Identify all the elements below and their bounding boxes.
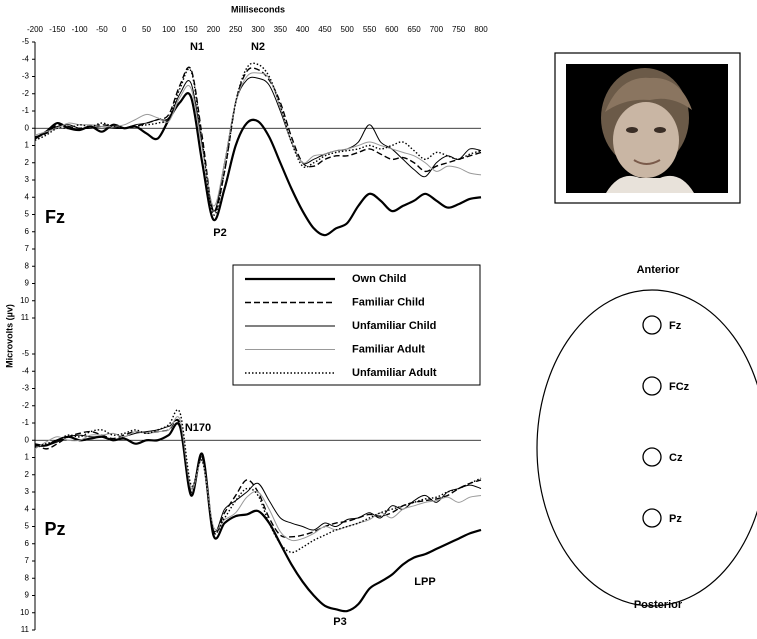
y-tick-label: -5 <box>22 349 30 358</box>
y-tick-label: 1 <box>25 453 30 462</box>
x-tick-label: 0 <box>122 25 127 34</box>
y-tick-label: -5 <box>22 37 30 46</box>
electrode-label: Fz <box>669 320 682 332</box>
series-line <box>35 417 481 541</box>
annotation: P2 <box>213 227 226 239</box>
legend-label: Unfamiliar Child <box>352 320 436 332</box>
y-tick-label: 6 <box>25 227 30 236</box>
x-tick-label: -200 <box>27 25 44 34</box>
x-tick-label: 600 <box>385 25 399 34</box>
y-tick-label: 2 <box>25 158 30 167</box>
y-tick-label: -2 <box>22 401 30 410</box>
y-tick-label: 2 <box>25 470 30 479</box>
x-tick-label: 400 <box>296 25 310 34</box>
y-tick-label: 4 <box>25 504 30 513</box>
y-tick-label: -4 <box>22 54 30 63</box>
y-tick-label: 6 <box>25 539 30 548</box>
x-tick-label: 650 <box>407 25 421 34</box>
annotation: N2 <box>251 41 265 53</box>
anterior-label: Anterior <box>637 264 681 276</box>
series-line <box>35 63 481 215</box>
x-tick-label: 450 <box>318 25 332 34</box>
x-tick-label: 100 <box>162 25 176 34</box>
x-tick-label: 50 <box>142 25 151 34</box>
y-tick-label: 3 <box>25 487 30 496</box>
x-tick-label: -50 <box>96 25 108 34</box>
y-axis-title: Microvolts (µv) <box>4 304 14 368</box>
posterior-label: Posterior <box>634 599 683 611</box>
y-tick-label: 1 <box>25 141 30 150</box>
x-tick-label: 500 <box>341 25 355 34</box>
legend-label: Own Child <box>352 273 406 285</box>
figure: Anterior Fz FCz Cz Pz Posterior -5 -4 -3 -2… <box>0 0 757 639</box>
legend: Own Child Familiar Child Unfamiliar Child F… <box>233 265 480 385</box>
y-tick-label: 4 <box>25 192 30 201</box>
series-line <box>35 420 481 531</box>
x-tick-label: 750 <box>452 25 466 34</box>
y-tick-label: 11 <box>21 313 30 322</box>
y-tick-label: -4 <box>22 366 30 375</box>
scalp-map: Anterior Fz FCz Cz Pz Posterior <box>537 264 757 611</box>
annotation: Pz <box>44 519 65 539</box>
series-line <box>35 77 481 211</box>
x-tick-label: 150 <box>184 25 198 34</box>
y-tick-label: 9 <box>25 279 30 288</box>
x-tick-label: 800 <box>474 25 488 34</box>
y-tick-label: 10 <box>20 296 29 305</box>
x-tick-label: 700 <box>430 25 444 34</box>
x-axis-title: Milliseconds <box>231 4 285 14</box>
y-tick-label: 7 <box>25 556 30 565</box>
stimulus-photo <box>555 53 740 203</box>
electrode-label: FCz <box>669 381 690 393</box>
annotation: LPP <box>414 576 435 588</box>
electrode-label: Cz <box>669 452 683 464</box>
y-tick-label: 3 <box>25 175 30 184</box>
legend-label: Familiar Adult <box>352 343 425 355</box>
y-tick-label: 10 <box>20 608 29 617</box>
annotation: N170 <box>185 422 211 434</box>
x-tick-label: -150 <box>49 25 66 34</box>
y-tick-label: -2 <box>22 89 30 98</box>
y-tick-label: 5 <box>25 522 30 531</box>
y-tick-label: 7 <box>25 244 30 253</box>
series-line <box>35 67 481 212</box>
annotation: N1 <box>190 41 204 53</box>
legend-label: Familiar Child <box>352 296 425 308</box>
y-tick-label: 11 <box>21 625 30 634</box>
y-tick-label: -1 <box>22 106 30 115</box>
annotation: P3 <box>333 616 346 628</box>
x-tick-label: 300 <box>251 25 265 34</box>
x-tick-label: 250 <box>229 25 243 34</box>
x-tick-label: 550 <box>363 25 377 34</box>
series-line <box>35 93 481 235</box>
series-line <box>35 73 481 206</box>
y-tick-label: -3 <box>22 72 30 81</box>
y-tick-label: 8 <box>25 261 30 270</box>
y-tick-label: 8 <box>25 573 30 582</box>
x-tick-label: 350 <box>274 25 288 34</box>
electrode-label: Pz <box>669 513 682 525</box>
legend-label: Unfamiliar Adult <box>352 367 437 379</box>
series-line <box>35 410 481 553</box>
x-tick-label: -100 <box>72 25 89 34</box>
y-tick-label: 9 <box>25 591 30 600</box>
y-tick-label: 0 <box>25 123 30 132</box>
annotation: Fz <box>45 207 65 227</box>
y-tick-label: -3 <box>22 384 30 393</box>
x-tick-label: 200 <box>207 25 221 34</box>
y-tick-label: 0 <box>25 435 30 444</box>
y-tick-label: 5 <box>25 210 30 219</box>
y-tick-label: -1 <box>22 418 30 427</box>
